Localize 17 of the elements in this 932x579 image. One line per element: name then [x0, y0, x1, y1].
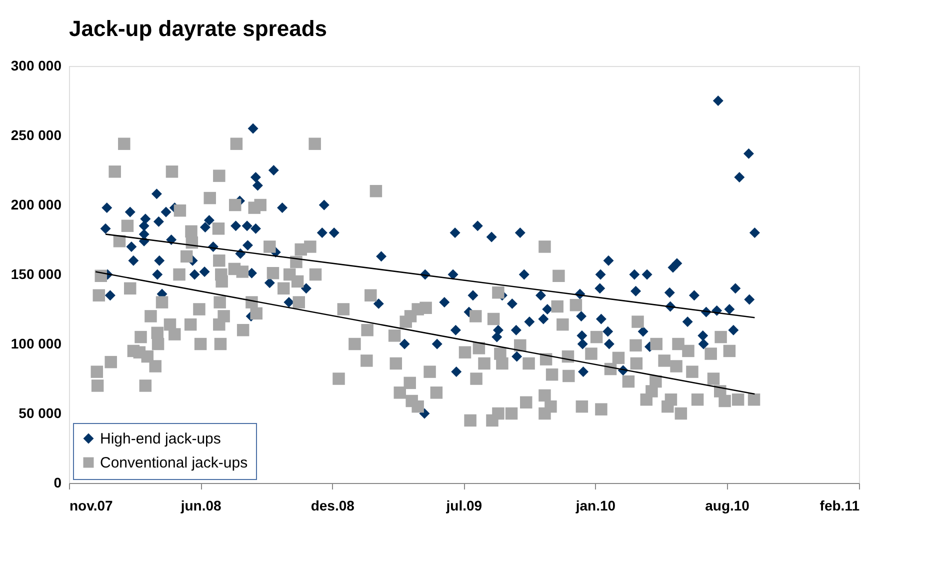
x-tick-label: aug.10: [705, 498, 750, 514]
x-tick-label: des.08: [310, 498, 355, 514]
legend-label: Conventional jack-ups: [100, 454, 248, 472]
chart-title: Jack-up dayrate spreads: [69, 16, 328, 41]
x-tick-label: jul.09: [445, 498, 482, 514]
x-tick-label: feb.11: [820, 498, 860, 514]
x-tick-label: jun.08: [180, 498, 222, 514]
y-tick-label: 200 000: [10, 196, 62, 212]
y-tick-label: 50 000: [18, 405, 62, 421]
y-tick-label: 100 000: [10, 336, 62, 352]
y-tick-label: 150 000: [10, 266, 62, 282]
y-tick-label: 0: [54, 474, 62, 490]
y-tick-label: 300 000: [10, 58, 62, 74]
x-tick-label: jan.10: [574, 498, 616, 514]
legend-label: High-end jack-ups: [100, 430, 221, 448]
x-tick-label: nov.07: [70, 498, 114, 514]
y-tick-label: 250 000: [10, 127, 62, 143]
